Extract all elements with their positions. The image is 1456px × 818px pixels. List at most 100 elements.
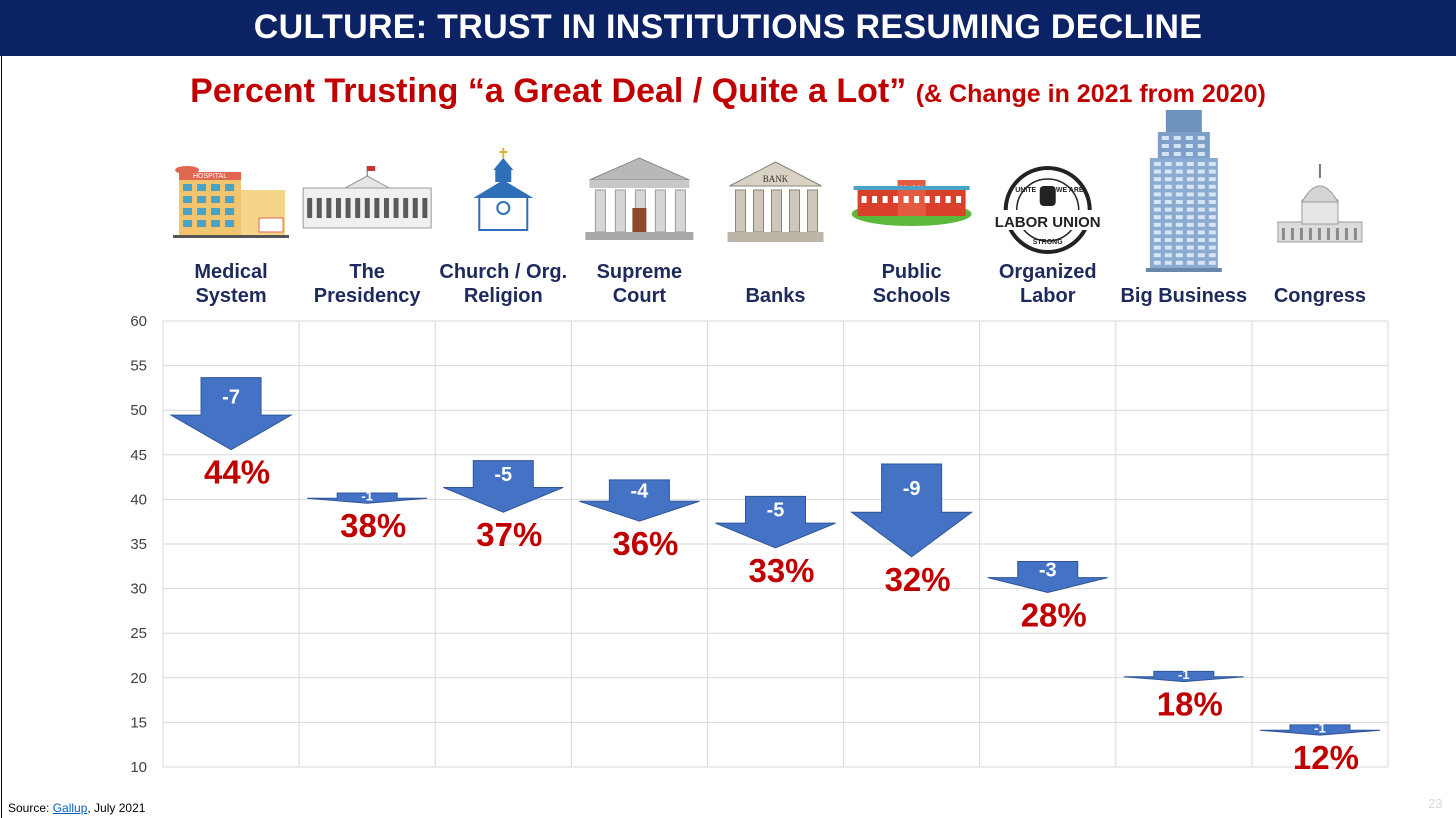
change-arrow: -1	[1259, 721, 1380, 736]
change-arrow-shape	[1259, 724, 1380, 736]
category-label-line1: Public	[882, 261, 942, 283]
change-arrow-shape	[715, 495, 836, 549]
subtitle-main: Percent Trusting “a Great Deal / Quite a…	[190, 72, 907, 110]
skyscraper-icon	[1145, 110, 1222, 272]
change-arrow-shape	[1123, 670, 1244, 683]
hospital-icon: HOSPITAL	[173, 166, 290, 238]
category-label-line2: Congress	[1274, 285, 1366, 307]
category-label: Congress	[1274, 285, 1366, 307]
hospital-sign: HOSPITAL	[193, 173, 227, 180]
labor-text-unite: UNITE	[1015, 187, 1036, 194]
category-label-line1: Church / Org.	[439, 261, 567, 283]
category-label: Big Business	[1120, 285, 1247, 307]
y-tick-label: 10	[130, 759, 147, 776]
category-label-line1: Medical	[194, 261, 267, 283]
change-arrow: -1	[307, 489, 428, 504]
y-tick-label: 20	[130, 670, 147, 687]
school-icon: SCHOOL	[851, 180, 972, 226]
category-label-line1: The	[349, 261, 385, 283]
y-tick-label: 45	[130, 447, 147, 464]
value-labels: 44% 38% 37% 36% 33% 32% 28% 18% 12%	[204, 454, 1359, 776]
category-label-line2: Big Business	[1120, 285, 1247, 307]
change-arrow-shape	[307, 492, 428, 504]
category-icons: HOSPITAL BANK SCHOOL LABOR UNION UNITE WE ARE…	[173, 110, 1363, 272]
change-label: -1	[1314, 721, 1326, 736]
y-tick-label: 25	[130, 625, 147, 642]
change-arrow: -4	[579, 479, 700, 522]
change-arrow-shape	[987, 561, 1108, 593]
source-prefix: Source:	[8, 801, 53, 815]
category-label-line2: Banks	[745, 285, 805, 307]
value-label: 38%	[340, 507, 406, 544]
labor-text-we-are: WE ARE	[1056, 187, 1084, 194]
courthouse-icon	[585, 157, 694, 240]
change-label: -9	[903, 478, 921, 500]
category-label: Church / Org.Religion	[439, 261, 567, 307]
change-arrow: -5	[715, 495, 836, 549]
y-tick-label: 30	[130, 581, 147, 598]
source-link[interactable]: Gallup	[52, 801, 88, 815]
change-label: -3	[1039, 560, 1057, 582]
category-label-line2: System	[195, 285, 266, 307]
y-tick-label: 15	[130, 714, 147, 731]
category-label-line2: Religion	[464, 285, 543, 307]
change-arrow: -7	[169, 377, 293, 451]
category-label-line1: Supreme	[597, 261, 683, 283]
category-label: Banks	[745, 285, 805, 307]
chart-subtitle: Percent Trusting “a Great Deal / Quite a…	[0, 70, 1456, 115]
value-label: 18%	[1157, 686, 1223, 723]
labor-text-strong: STRONG	[1033, 239, 1064, 246]
category-label-line2: Labor	[1020, 285, 1076, 307]
change-arrow: -9	[850, 463, 974, 558]
value-label: 44%	[204, 454, 270, 491]
y-tick-label: 40	[130, 491, 147, 508]
y-tick-label: 55	[130, 358, 147, 375]
y-tick-label: 60	[130, 313, 147, 330]
slide-title: CULTURE: TRUST IN INSTITUTIONS RESUMING …	[0, 0, 1456, 56]
value-label: 12%	[1293, 739, 1359, 776]
y-tick-label: 35	[130, 536, 147, 553]
change-arrow-shape	[850, 463, 974, 558]
labor-union-text: LABOR UNION	[995, 214, 1101, 231]
change-label: -5	[767, 500, 785, 522]
y-axis-ticks: 10 15 20 25 30 35 40 45 50 55 60	[130, 313, 147, 776]
subtitle-note: (& Change in 2021 from 2020)	[915, 80, 1266, 108]
change-label: -1	[361, 489, 373, 504]
change-arrow-shape	[443, 460, 564, 513]
capitol-icon	[1277, 164, 1363, 243]
category-label-line1: Organized	[999, 261, 1097, 283]
change-label: -5	[494, 464, 512, 486]
labor-union-icon: LABOR UNION UNITE WE ARE STRONG	[995, 166, 1101, 254]
y-tick-label: 50	[130, 402, 147, 419]
left-edge-rule	[1, 56, 2, 818]
value-label: 37%	[476, 516, 542, 553]
page-number: 23	[1428, 796, 1443, 811]
bank-sign: BANK	[763, 174, 789, 184]
change-arrow: -3	[987, 560, 1108, 593]
change-arrow-shape	[169, 377, 293, 451]
change-label: -7	[222, 386, 240, 408]
chart-grid	[162, 320, 1389, 768]
category-label-line2: Presidency	[314, 285, 422, 307]
value-label: 32%	[885, 561, 951, 598]
source-suffix: , July 2021	[87, 801, 146, 815]
church-icon	[473, 148, 534, 231]
value-label: 28%	[1021, 596, 1087, 633]
change-arrow: -5	[443, 460, 564, 513]
change-label: -4	[630, 481, 649, 503]
white-house-icon	[302, 166, 432, 229]
value-label: 36%	[612, 525, 678, 562]
change-arrow: -1	[1123, 667, 1244, 683]
bank-icon: BANK	[727, 161, 824, 242]
category-label-line2: Schools	[873, 285, 951, 307]
category-label-line2: Court	[613, 285, 667, 307]
change-label: -1	[1178, 667, 1190, 682]
change-arrow-shape	[579, 479, 700, 522]
